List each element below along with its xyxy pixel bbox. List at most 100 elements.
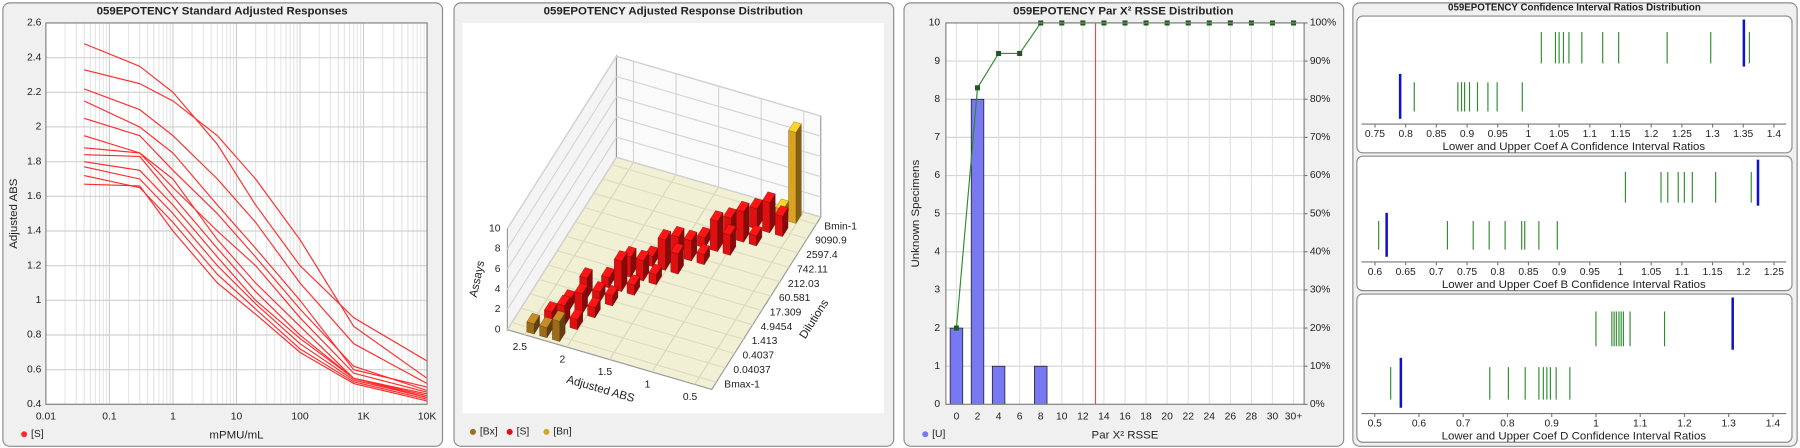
x-tick-label: 30+ (1285, 412, 1303, 423)
x-tick-label: 1 (1593, 419, 1599, 430)
z-tick-label: 10 (489, 223, 501, 234)
y-tick-label: 0.6 (27, 364, 42, 375)
bar (788, 121, 802, 225)
bar (722, 224, 737, 256)
x-tick-label: 0.95 (1488, 129, 1508, 140)
bar (670, 242, 684, 275)
y-axis-title: Unknown Specimens (910, 160, 922, 268)
line-marker (974, 85, 981, 91)
legend-marker (469, 428, 476, 435)
z-tick-label: 0 (495, 324, 501, 335)
axis-title: Lower and Upper Coef D Confidence Interv… (1442, 431, 1707, 443)
grid-line (506, 76, 617, 250)
bar (696, 243, 710, 266)
legend-label: [S] (31, 429, 44, 440)
x-tick-label: 0.5 (683, 392, 698, 403)
bar-front (788, 130, 797, 224)
x-axis-title: mPMU/mL (209, 429, 263, 441)
bar (526, 313, 540, 335)
category-grid-line (557, 250, 762, 311)
category-grid-line (539, 278, 744, 340)
bar (748, 224, 763, 247)
y2-tick-label: 70% (1310, 132, 1331, 143)
x-tick-label: 0.01 (36, 412, 56, 423)
x-tick-label: 1K (357, 412, 370, 423)
x-tick-label: 18 (1140, 412, 1152, 423)
line (83, 135, 428, 393)
legend-marker (922, 431, 929, 438)
x-tick-label: 1 (1526, 129, 1532, 140)
chart-title: 059EPOTENCY Adjusted Response Distributi… (544, 6, 803, 18)
x-tick-label: 0.85 (1426, 129, 1446, 140)
chart-title: 059EPOTENCY Par X² RSSE Distribution (1013, 6, 1233, 18)
x-tick-label: 0.65 (1396, 267, 1416, 278)
y2-tick-label: 60% (1310, 170, 1331, 181)
y-tick-label: 0 (934, 399, 940, 410)
grid-line (506, 116, 617, 290)
z-tick-label: 2 (495, 304, 501, 315)
bar-front (552, 318, 560, 342)
x-tick-label: 0.7 (1429, 267, 1444, 278)
x-tick-label: 1.15 (1703, 267, 1723, 278)
y-tick-label: 1 (36, 295, 42, 306)
y-tick-label: 0.4 (27, 399, 42, 410)
bar-top (592, 281, 606, 293)
legend-label: [S] (517, 427, 530, 438)
bar-top (635, 249, 650, 261)
z-tick-label: 6 (495, 264, 501, 275)
category-grid-line (602, 178, 808, 240)
bar-top (657, 229, 672, 241)
x-tick-label: 12 (1077, 412, 1089, 423)
x-tick-label: 1.2 (1677, 419, 1692, 430)
bar (683, 229, 698, 262)
x-tick-label: 14 (1098, 412, 1110, 423)
grid-line (523, 162, 634, 335)
y-tick-label: 4 (934, 247, 940, 258)
x-tick-label: 2.5 (513, 342, 528, 353)
z-tick-label: 4 (495, 284, 501, 295)
grid-line (694, 211, 805, 385)
bar-top (788, 121, 802, 133)
bar (749, 197, 763, 230)
y-tick-label: 7 (934, 132, 940, 143)
bar-front (722, 232, 731, 256)
bar (604, 284, 619, 307)
y2-tick-label: 40% (1310, 247, 1331, 258)
x-tick-label: 0.8 (1500, 419, 1515, 430)
x-tick-label: 1.4 (1767, 129, 1782, 140)
y-tick-label: 2.2 (27, 87, 42, 98)
x-tick-label: 0.9 (1552, 267, 1567, 278)
bar-top (748, 224, 763, 237)
bar-top (736, 200, 750, 213)
line (84, 147, 428, 395)
x-tick-label: 1.2 (1736, 267, 1751, 278)
x-tick-label: 1.3 (1722, 419, 1737, 430)
bar-top (604, 284, 619, 297)
x-tick-label: 22 (1182, 412, 1194, 423)
y-tick-label: 1.6 (27, 191, 42, 202)
bar (1034, 365, 1048, 405)
x-tick-label: 0 (954, 412, 960, 423)
legend-label: [U] (932, 429, 945, 440)
axis-title: Lower and Upper Coef A Confidence Interv… (1443, 141, 1706, 153)
y2-tick-label: 0% (1310, 399, 1325, 410)
bar (587, 296, 601, 319)
bar (736, 200, 750, 243)
y-tick-label: 2 (36, 122, 42, 133)
x-tick-label: 1.1 (1583, 129, 1598, 140)
sub-panel (1356, 15, 1793, 154)
bar-top (709, 210, 724, 222)
bar-top (556, 294, 571, 306)
x-tick-label: 10K (418, 412, 436, 423)
y-tick-label: 1 (934, 361, 940, 372)
x-tick-label: 0.95 (1580, 267, 1600, 278)
x-tick-label: 1.5 (598, 367, 613, 378)
bar-top (574, 282, 588, 295)
y-tick-label: 212.03 (788, 279, 820, 290)
y-tick-label: Bmax-1 (724, 379, 760, 390)
bar-top (579, 267, 593, 279)
bar (774, 205, 789, 238)
plot-border (945, 22, 1305, 405)
x-tick-label: 1.2 (1644, 129, 1659, 140)
x-tick-label: 8 (1038, 412, 1044, 423)
